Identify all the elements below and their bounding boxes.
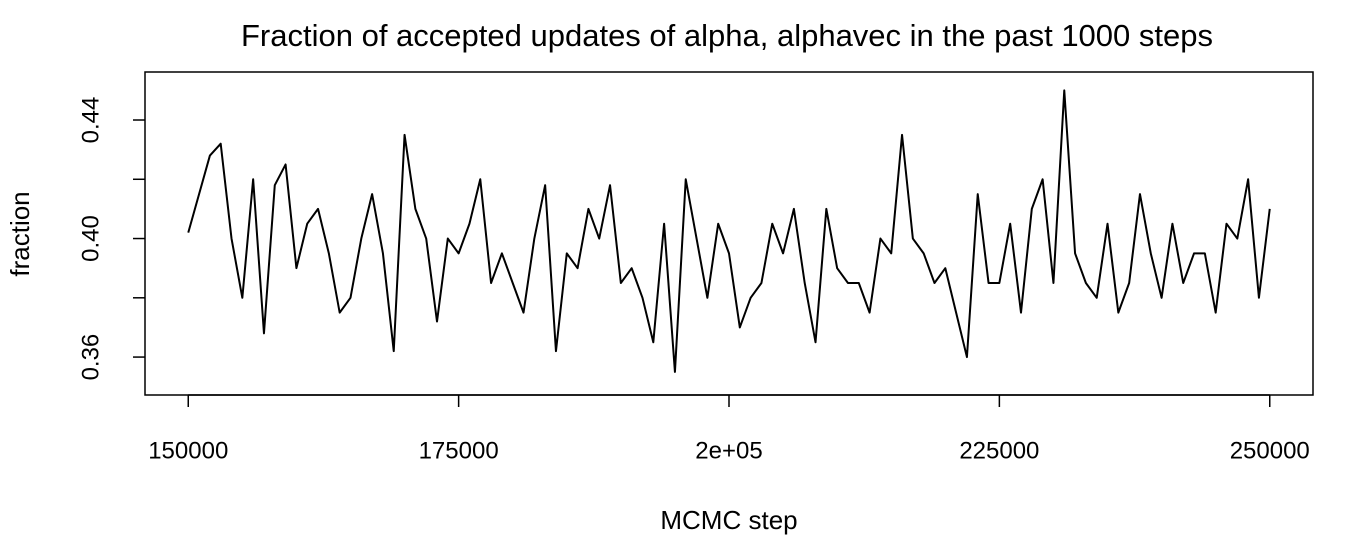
- plot-box: [144, 71, 1314, 396]
- y-tick-label: 0.36: [77, 334, 104, 381]
- x-tick-label: 2e+05: [695, 437, 762, 464]
- x-tick-label: 225000: [959, 437, 1039, 464]
- x-tick-label: 150000: [148, 437, 228, 464]
- x-tick-label: 250000: [1230, 437, 1310, 464]
- chart-title: Fraction of accepted updates of alpha, a…: [241, 18, 1213, 53]
- x-axis-label: MCMC step: [660, 505, 797, 535]
- data-line: [187, 89, 1271, 373]
- x-tick-label: 175000: [419, 437, 499, 464]
- y-tick-label: 0.44: [77, 97, 104, 144]
- y-tick-label: 0.40: [77, 215, 104, 262]
- y-axis-label: fraction: [5, 191, 35, 276]
